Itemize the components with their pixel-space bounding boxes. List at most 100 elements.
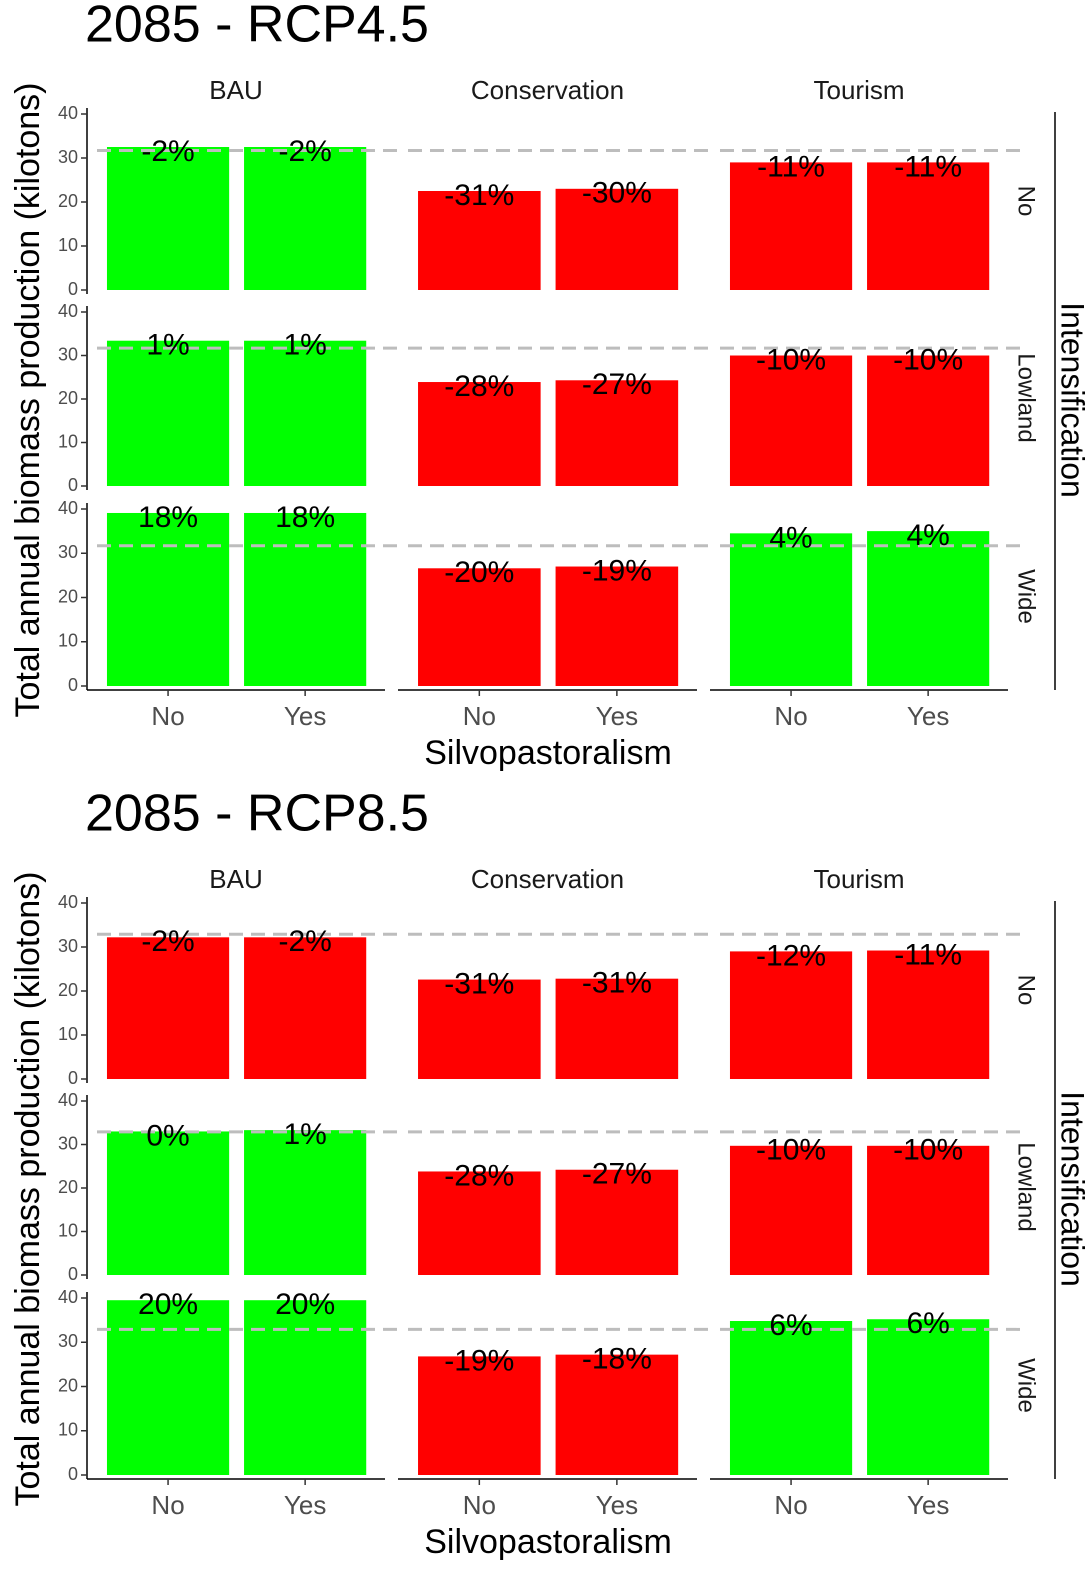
y-tick-label: 10 bbox=[58, 235, 78, 255]
y-tick-label: 10 bbox=[58, 1024, 78, 1044]
bar-label: -18% bbox=[582, 1343, 652, 1376]
bar-label: -31% bbox=[582, 967, 652, 1000]
bar-label: 1% bbox=[146, 329, 189, 362]
bar bbox=[106, 340, 230, 486]
y-tick-label: 40 bbox=[58, 498, 78, 518]
bar bbox=[418, 1171, 541, 1275]
bar-label: 0% bbox=[146, 1119, 189, 1152]
x-tick-label: No bbox=[151, 1490, 184, 1520]
x-tick-label: Yes bbox=[907, 1490, 949, 1520]
bar-label: -2% bbox=[278, 925, 331, 958]
y-tick-label: 20 bbox=[58, 586, 78, 606]
y-tick-label: 10 bbox=[58, 1420, 78, 1440]
chart-title: 2085 - RCP8.5 bbox=[85, 785, 429, 843]
x-tick-label: No bbox=[774, 701, 807, 731]
y-tick-label: 10 bbox=[58, 631, 78, 651]
y-tick-label: 30 bbox=[58, 1133, 78, 1153]
bar bbox=[418, 382, 541, 486]
bar bbox=[867, 355, 990, 486]
bar-label: -30% bbox=[582, 177, 652, 210]
bar-label: 4% bbox=[906, 519, 949, 552]
y-tick-label: 0 bbox=[68, 475, 78, 495]
bar bbox=[729, 951, 853, 1079]
row-strip-label: Wide bbox=[1013, 1358, 1040, 1413]
bar bbox=[244, 512, 367, 686]
bar bbox=[106, 1300, 230, 1475]
y-tick-label: 30 bbox=[58, 1331, 78, 1351]
bar-label: -31% bbox=[444, 179, 514, 212]
bar bbox=[555, 1169, 679, 1275]
bar bbox=[418, 191, 541, 290]
row-strip-title: Intensification bbox=[1055, 1091, 1091, 1287]
bar bbox=[867, 1145, 990, 1275]
row-strip-label: No bbox=[1013, 975, 1040, 1006]
x-tick-label: No bbox=[151, 701, 184, 731]
bar bbox=[418, 979, 541, 1079]
bar bbox=[555, 978, 679, 1079]
bar-label: 20% bbox=[275, 1288, 335, 1321]
x-tick-label: No bbox=[463, 1490, 496, 1520]
bar-label: -10% bbox=[893, 1134, 963, 1167]
bar-label: 18% bbox=[138, 501, 198, 534]
y-tick-label: 20 bbox=[58, 980, 78, 1000]
y-tick-label: 30 bbox=[58, 147, 78, 167]
bar-label: 6% bbox=[906, 1307, 949, 1340]
bar-label: -28% bbox=[444, 1159, 514, 1192]
column-strip-label: Conservation bbox=[471, 864, 624, 894]
y-tick-label: 30 bbox=[58, 936, 78, 956]
bar bbox=[729, 1321, 853, 1475]
bar bbox=[555, 380, 679, 486]
bar-label: -28% bbox=[444, 370, 514, 403]
column-strip-label: BAU bbox=[209, 75, 262, 105]
bar-label: -11% bbox=[894, 938, 962, 971]
y-tick-label: 20 bbox=[58, 1177, 78, 1197]
bar-label: -27% bbox=[582, 368, 652, 401]
bar bbox=[244, 937, 367, 1079]
y-tick-label: 0 bbox=[68, 1264, 78, 1284]
y-tick-label: 0 bbox=[68, 1068, 78, 1088]
bar-label: -10% bbox=[756, 1134, 826, 1167]
bar-label: -10% bbox=[756, 343, 826, 376]
bar-label: 20% bbox=[138, 1288, 198, 1321]
bar bbox=[729, 1145, 853, 1275]
row-strip-label: Wide bbox=[1013, 569, 1040, 624]
bar bbox=[106, 147, 230, 290]
row-strip-label: No bbox=[1013, 186, 1040, 217]
bar bbox=[106, 1131, 230, 1275]
x-axis-label: Silvopastoralism bbox=[424, 1523, 672, 1561]
x-tick-label: Yes bbox=[907, 701, 949, 731]
bar bbox=[106, 512, 230, 686]
column-strip-label: Tourism bbox=[813, 864, 904, 894]
bar bbox=[729, 355, 853, 486]
x-tick-label: Yes bbox=[284, 701, 326, 731]
bar-label: -31% bbox=[444, 967, 514, 1000]
x-tick-label: Yes bbox=[596, 701, 638, 731]
y-tick-label: 20 bbox=[58, 191, 78, 211]
y-tick-label: 20 bbox=[58, 388, 78, 408]
bar-label: -19% bbox=[444, 1344, 514, 1377]
y-tick-label: 20 bbox=[58, 1375, 78, 1395]
bar bbox=[106, 937, 230, 1079]
column-strip-label: Tourism bbox=[813, 75, 904, 105]
y-tick-label: 0 bbox=[68, 1464, 78, 1484]
x-tick-label: Yes bbox=[596, 1490, 638, 1520]
column-strip-label: BAU bbox=[209, 864, 262, 894]
row-strip-label: Lowland bbox=[1013, 353, 1040, 442]
bar-label: -11% bbox=[894, 150, 962, 183]
y-tick-label: 0 bbox=[68, 279, 78, 299]
bar-label: -19% bbox=[582, 554, 652, 587]
y-tick-label: 40 bbox=[58, 301, 78, 321]
bar-label: -11% bbox=[757, 150, 825, 183]
bar bbox=[418, 568, 541, 686]
bar-label: -12% bbox=[756, 939, 826, 972]
y-tick-label: 40 bbox=[58, 1287, 78, 1307]
y-tick-label: 30 bbox=[58, 542, 78, 562]
bar bbox=[867, 531, 990, 686]
y-tick-label: 0 bbox=[68, 675, 78, 695]
bar-label: -2% bbox=[141, 135, 194, 168]
bar bbox=[244, 1300, 367, 1475]
bar-label: -2% bbox=[278, 135, 331, 168]
bar bbox=[555, 566, 679, 686]
bar bbox=[729, 533, 853, 686]
